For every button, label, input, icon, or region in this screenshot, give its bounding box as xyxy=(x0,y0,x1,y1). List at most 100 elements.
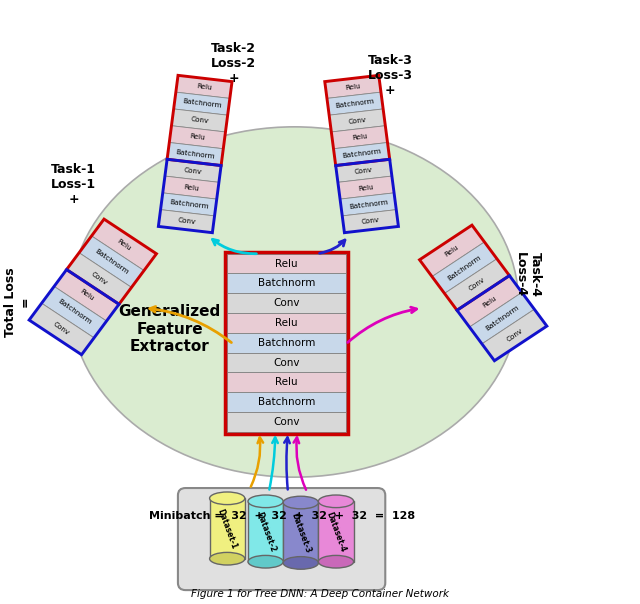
Text: Figure 1 for Tree DNN: A Deep Container Network: Figure 1 for Tree DNN: A Deep Container … xyxy=(191,589,449,599)
Text: Dataset-3: Dataset-3 xyxy=(289,512,312,554)
Ellipse shape xyxy=(210,553,244,565)
FancyBboxPatch shape xyxy=(227,373,346,392)
Text: Batchnorm: Batchnorm xyxy=(447,254,483,281)
Text: Batchnorm: Batchnorm xyxy=(484,304,520,332)
Text: Batchnorm: Batchnorm xyxy=(169,199,209,210)
Text: Batchnorm: Batchnorm xyxy=(342,149,381,159)
Text: Conv: Conv xyxy=(52,321,71,336)
Text: Relu: Relu xyxy=(358,184,374,191)
Polygon shape xyxy=(165,159,221,182)
Polygon shape xyxy=(329,109,385,132)
Text: Relu: Relu xyxy=(275,259,298,269)
Text: Relu: Relu xyxy=(444,244,460,258)
Text: Conv: Conv xyxy=(273,417,300,427)
Text: Dataset-2: Dataset-2 xyxy=(254,510,277,553)
Text: Batchnorm: Batchnorm xyxy=(182,98,221,109)
Text: Relu: Relu xyxy=(189,133,205,141)
FancyBboxPatch shape xyxy=(227,333,346,353)
Text: Batchnorm: Batchnorm xyxy=(258,397,315,407)
FancyBboxPatch shape xyxy=(248,501,283,562)
FancyBboxPatch shape xyxy=(227,412,346,432)
Polygon shape xyxy=(42,286,106,338)
Text: Conv: Conv xyxy=(190,117,209,124)
Text: Relu: Relu xyxy=(275,378,298,387)
Ellipse shape xyxy=(210,492,244,504)
Text: Dataset-1: Dataset-1 xyxy=(216,507,239,550)
Text: Batchnorm: Batchnorm xyxy=(56,298,92,326)
FancyBboxPatch shape xyxy=(319,501,354,562)
Ellipse shape xyxy=(283,557,319,569)
Text: Conv: Conv xyxy=(184,167,202,175)
Polygon shape xyxy=(67,252,131,304)
Ellipse shape xyxy=(70,127,518,477)
Text: Task-1
Loss-1
+: Task-1 Loss-1 + xyxy=(51,162,96,206)
Polygon shape xyxy=(163,176,219,199)
Polygon shape xyxy=(92,219,156,271)
Polygon shape xyxy=(340,193,396,216)
Polygon shape xyxy=(445,259,509,310)
Polygon shape xyxy=(79,236,144,288)
Text: Conv: Conv xyxy=(361,217,380,225)
Text: Task-4
Loss-4: Task-4 Loss-4 xyxy=(514,252,542,297)
Polygon shape xyxy=(432,242,497,294)
FancyBboxPatch shape xyxy=(227,353,346,373)
Polygon shape xyxy=(29,303,94,355)
Polygon shape xyxy=(172,109,228,132)
Text: Conv: Conv xyxy=(348,117,367,124)
Polygon shape xyxy=(482,309,547,361)
Text: Conv: Conv xyxy=(468,277,486,292)
Text: Minibatch =  32  +  32  +  32  +  32  =  128: Minibatch = 32 + 32 + 32 + 32 = 128 xyxy=(148,512,415,521)
Text: Conv: Conv xyxy=(273,358,300,368)
Polygon shape xyxy=(158,210,214,233)
Ellipse shape xyxy=(319,556,354,568)
Polygon shape xyxy=(338,176,394,199)
Text: Relu: Relu xyxy=(275,318,298,328)
Text: Generalized
Feature
Extractor: Generalized Feature Extractor xyxy=(118,304,221,354)
FancyBboxPatch shape xyxy=(227,254,346,274)
Polygon shape xyxy=(420,225,484,277)
Ellipse shape xyxy=(248,495,283,507)
Polygon shape xyxy=(327,92,383,115)
Polygon shape xyxy=(170,126,225,149)
Text: Relu: Relu xyxy=(196,83,212,91)
FancyBboxPatch shape xyxy=(283,503,319,563)
Text: Relu: Relu xyxy=(78,288,95,302)
Polygon shape xyxy=(336,159,392,182)
Polygon shape xyxy=(470,292,534,344)
Text: Batchnorm: Batchnorm xyxy=(93,248,129,275)
Ellipse shape xyxy=(283,496,319,509)
Polygon shape xyxy=(167,143,223,165)
Text: Conv: Conv xyxy=(273,298,300,308)
FancyBboxPatch shape xyxy=(178,488,385,590)
Polygon shape xyxy=(332,126,387,149)
Text: Conv: Conv xyxy=(505,327,524,342)
Text: Relu: Relu xyxy=(182,184,199,191)
Text: Batchnorm: Batchnorm xyxy=(348,199,388,210)
Text: Task-3
Loss-3
+: Task-3 Loss-3 + xyxy=(368,54,413,97)
Text: Relu: Relu xyxy=(345,83,361,91)
Polygon shape xyxy=(333,143,390,165)
Polygon shape xyxy=(176,76,232,98)
Text: Dataset-4: Dataset-4 xyxy=(324,510,348,553)
Text: Relu: Relu xyxy=(116,238,132,252)
Polygon shape xyxy=(457,275,522,327)
Text: Batchnorm: Batchnorm xyxy=(335,98,375,109)
Polygon shape xyxy=(54,269,119,321)
Text: Total Loss
=: Total Loss = xyxy=(4,267,32,337)
FancyBboxPatch shape xyxy=(227,294,346,313)
Text: Task-2
Loss-2
+: Task-2 Loss-2 + xyxy=(211,42,256,85)
Ellipse shape xyxy=(319,495,354,507)
FancyBboxPatch shape xyxy=(209,498,244,559)
Text: Batchnorm: Batchnorm xyxy=(175,149,215,159)
FancyBboxPatch shape xyxy=(227,274,346,294)
Text: Batchnorm: Batchnorm xyxy=(258,338,315,348)
Text: Conv: Conv xyxy=(90,271,108,286)
Polygon shape xyxy=(161,193,217,216)
Text: Relu: Relu xyxy=(481,294,498,308)
FancyBboxPatch shape xyxy=(227,313,346,333)
Text: Conv: Conv xyxy=(355,167,373,175)
Ellipse shape xyxy=(248,556,283,568)
Polygon shape xyxy=(173,92,230,115)
FancyBboxPatch shape xyxy=(227,392,346,412)
Polygon shape xyxy=(342,210,399,233)
